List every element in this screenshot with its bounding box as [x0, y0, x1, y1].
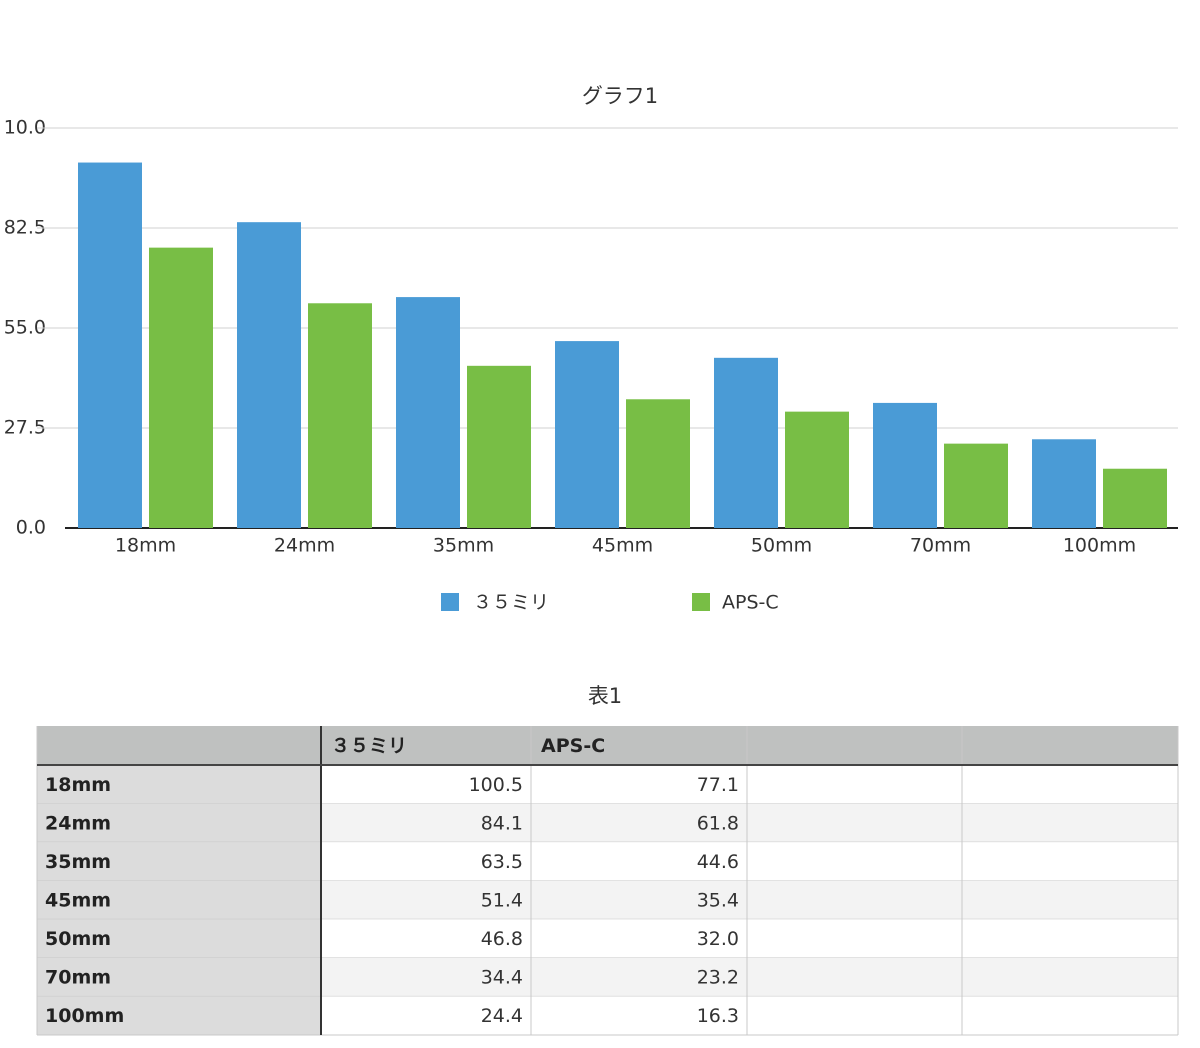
- row-header-bg: [37, 803, 321, 843]
- table-cell: 34.4: [481, 967, 523, 989]
- row-label: 70mm: [45, 967, 111, 989]
- row-bg: [321, 996, 1178, 1035]
- row-label: 24mm: [45, 812, 111, 834]
- table-cell: 16.3: [697, 1005, 739, 1027]
- x-tick-label: 70mm: [910, 535, 971, 557]
- bar: [785, 411, 849, 528]
- legend-label: ３５ミリ: [473, 592, 549, 614]
- table-cell: 63.5: [481, 851, 523, 873]
- row-header-bg: [37, 919, 321, 958]
- bar: [149, 247, 213, 529]
- legend-swatch: [692, 593, 710, 611]
- bar: [308, 303, 372, 528]
- table-cell: 61.8: [697, 812, 739, 834]
- table-cell: 84.1: [481, 812, 523, 834]
- table-cell: 23.2: [697, 967, 739, 989]
- bar: [626, 399, 690, 528]
- legend-label: APS-C: [722, 592, 779, 614]
- row-label: 45mm: [45, 890, 111, 912]
- table-cell: 100.5: [469, 774, 523, 796]
- column-header: APS-C: [541, 735, 605, 757]
- row-bg: [321, 880, 1178, 920]
- row-header-bg: [37, 880, 321, 920]
- x-tick-label: 45mm: [592, 535, 653, 557]
- column-header: ３５ミリ: [331, 735, 407, 757]
- table-cell: 46.8: [481, 928, 523, 950]
- row-label: 50mm: [45, 928, 111, 950]
- x-tick-label: 24mm: [274, 535, 335, 557]
- table-cell: 32.0: [697, 928, 739, 950]
- legend-swatch: [441, 593, 459, 611]
- bar: [555, 341, 619, 528]
- row-header-bg: [37, 765, 321, 804]
- bar: [944, 443, 1008, 528]
- table-title: 表1: [588, 684, 622, 708]
- bar: [714, 357, 778, 528]
- bar: [1103, 468, 1167, 528]
- bar: [396, 297, 460, 528]
- y-tick-label: 55.0: [4, 317, 46, 339]
- row-header-bg: [37, 842, 321, 881]
- y-tick-label: 0.0: [16, 517, 46, 539]
- y-tick-label: 82.5: [4, 217, 46, 239]
- row-label: 35mm: [45, 851, 111, 873]
- row-bg: [321, 803, 1178, 843]
- row-bg: [321, 957, 1178, 997]
- row-label: 100mm: [45, 1005, 124, 1027]
- row-header-bg: [37, 957, 321, 997]
- chart-title: グラフ1: [582, 84, 658, 108]
- bar: [1032, 439, 1096, 528]
- y-tick-label: 10.0: [4, 117, 46, 139]
- bar: [873, 402, 937, 528]
- header-bg: [37, 726, 1178, 765]
- row-bg: [321, 842, 1178, 881]
- bar: [237, 222, 301, 528]
- y-tick-label: 27.5: [4, 417, 46, 439]
- bar: [467, 365, 531, 528]
- x-tick-label: 18mm: [115, 535, 176, 557]
- table-cell: 35.4: [697, 890, 739, 912]
- table-cell: 24.4: [481, 1005, 523, 1027]
- table-cell: 77.1: [697, 774, 739, 796]
- x-tick-label: 35mm: [433, 535, 494, 557]
- x-tick-label: 50mm: [751, 535, 812, 557]
- table-cell: 51.4: [481, 890, 523, 912]
- row-label: 18mm: [45, 774, 111, 796]
- row-bg: [321, 765, 1178, 804]
- x-tick-label: 100mm: [1063, 535, 1136, 557]
- table-cell: 44.6: [697, 851, 739, 873]
- row-header-bg: [37, 996, 321, 1035]
- bar: [78, 162, 142, 528]
- row-bg: [321, 919, 1178, 958]
